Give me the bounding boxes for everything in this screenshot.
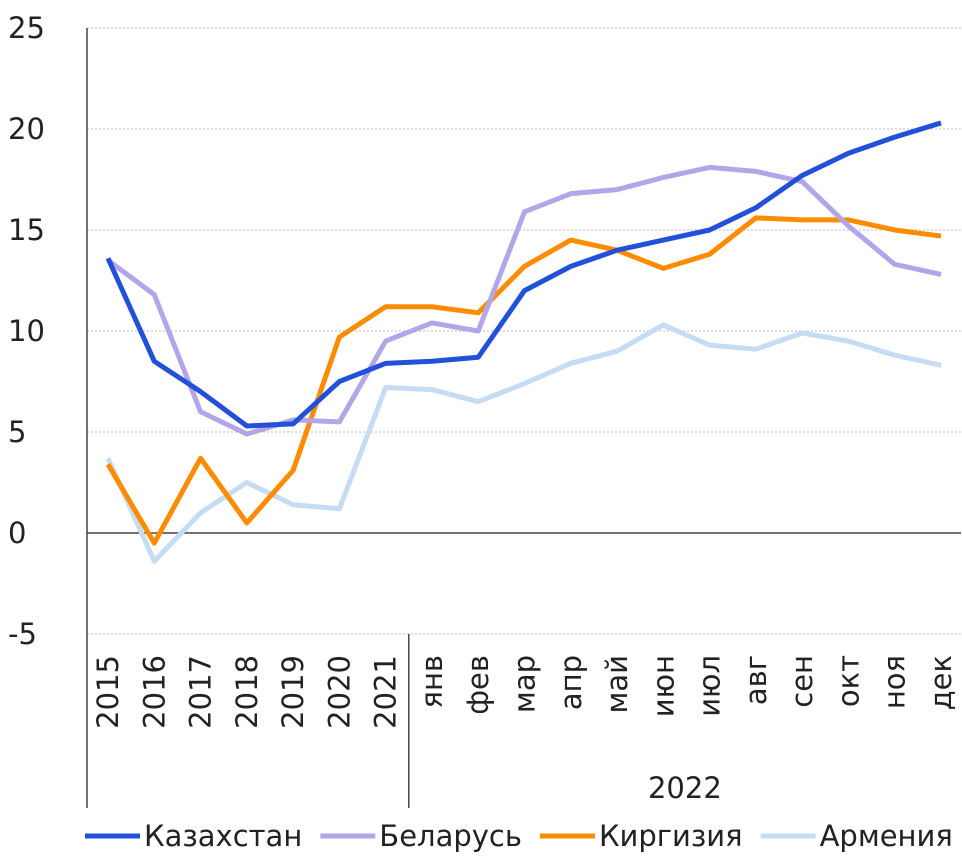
y-tick-label: 10 [8,314,45,348]
y-tick-label: 0 [8,516,26,550]
series-line [106,164,942,437]
x-group-label: 2022 [648,771,722,805]
y-tick-label: 20 [8,112,45,146]
x-tick-label: мар [508,655,542,713]
x-tick-label: дек [924,655,958,710]
legend-label: Армения [820,819,953,853]
x-tick-label: сен [785,655,819,708]
series-line [105,120,942,429]
x-tick-label: 2016 [137,655,171,729]
x-tick-label: 2015 [91,655,125,729]
x-tick-label: 2021 [369,655,403,729]
x-tick-label: авг [739,655,773,705]
y-tick-label: -5 [8,617,37,651]
x-tick-label: июн [646,655,680,717]
series-line [105,215,942,546]
x-tick-label: фев [461,655,495,715]
x-tick-label: янв [415,655,449,709]
legend-label: Беларусь [379,819,522,853]
x-tick-label: 2020 [322,655,356,729]
x-tick-label: 2018 [230,655,264,729]
series-line [105,322,942,564]
x-tick-label: ноя [878,655,912,709]
legend-label: Казахстан [144,819,302,853]
x-tick-label: апр [554,655,588,710]
y-tick-label: 15 [8,213,45,247]
y-tick-label: 5 [8,415,26,449]
x-tick-label: июл [693,655,727,717]
x-tick-label: окт [831,655,865,707]
x-tick-label: 2019 [276,655,310,729]
x-tick-label: май [600,655,634,714]
legend-label: Киргизия [599,819,743,853]
y-tick-label: 25 [8,11,45,45]
x-tick-label: 2017 [184,655,218,729]
